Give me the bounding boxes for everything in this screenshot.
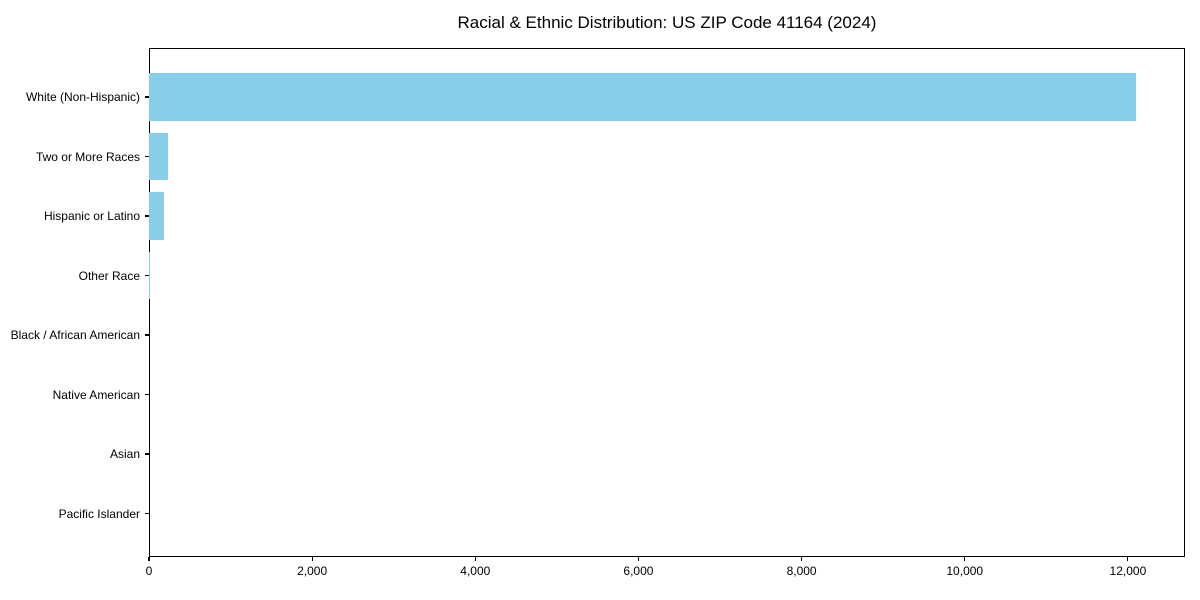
x-tick-mark bbox=[637, 556, 640, 561]
chart-title: Racial & Ethnic Distribution: US ZIP Cod… bbox=[457, 13, 877, 32]
y-tick-label: Hispanic or Latino bbox=[43, 209, 140, 223]
x-tick-mark bbox=[148, 556, 150, 561]
y-tick-mark bbox=[145, 334, 149, 336]
y-tick-label: Native American bbox=[52, 387, 140, 402]
x-tick-label: 6,000 bbox=[623, 564, 654, 578]
x-tick-mark bbox=[1127, 556, 1129, 561]
x-tick-mark bbox=[964, 556, 966, 561]
bar bbox=[149, 192, 165, 240]
y-tick-label: Black / African American bbox=[10, 328, 140, 342]
y-tick-mark bbox=[145, 155, 149, 158]
bar bbox=[149, 73, 1137, 121]
x-tick-mark bbox=[311, 556, 313, 561]
x-tick-label: 2,000 bbox=[297, 564, 328, 578]
y-tick-mark bbox=[145, 274, 149, 277]
x-tick-label: 4,000 bbox=[460, 564, 491, 578]
y-tick-label: White (Non-Hispanic) bbox=[25, 90, 140, 104]
x-tick-label: 0 bbox=[145, 564, 153, 578]
x-tick-label: 8,000 bbox=[786, 564, 817, 578]
x-tick-label: 10,000 bbox=[946, 564, 984, 578]
x-tick-mark bbox=[800, 556, 803, 561]
plot-area bbox=[149, 48, 1185, 557]
x-tick-label: 12,000 bbox=[1109, 564, 1147, 578]
y-tick-label: Pacific Islander bbox=[58, 506, 140, 521]
y-tick-mark bbox=[145, 96, 149, 98]
bar bbox=[149, 251, 151, 300]
y-tick-label: Asian bbox=[109, 447, 140, 461]
y-tick-label: Other Race bbox=[78, 268, 140, 283]
y-tick-label: Two or More Races bbox=[35, 149, 140, 164]
y-tick-mark bbox=[145, 512, 149, 515]
y-tick-mark bbox=[145, 393, 149, 396]
x-tick-mark bbox=[474, 556, 476, 561]
y-tick-mark bbox=[145, 453, 149, 455]
bar bbox=[149, 132, 168, 181]
y-tick-mark bbox=[145, 215, 149, 217]
